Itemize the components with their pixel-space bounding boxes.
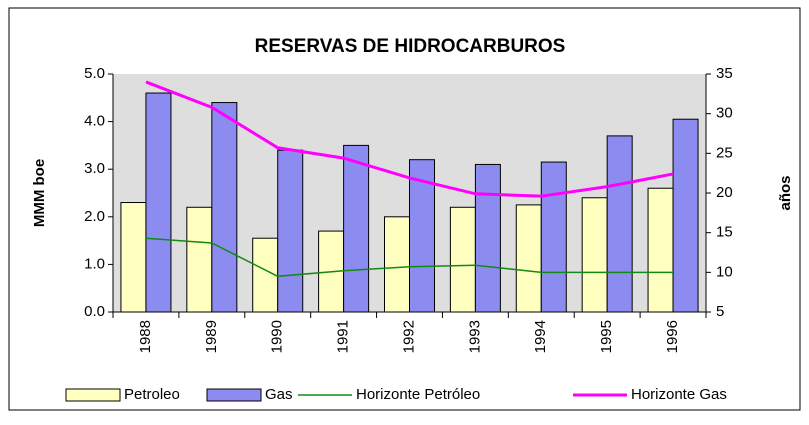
x-tick-label: 1992 bbox=[400, 320, 417, 353]
bar bbox=[540, 161, 567, 313]
bar bbox=[343, 144, 370, 313]
x-tick-label: 1994 bbox=[532, 320, 549, 353]
y2-tick-label: 30 bbox=[716, 105, 733, 122]
bar bbox=[474, 163, 501, 313]
y2-tick-label: 25 bbox=[716, 144, 733, 161]
y-tick-label: 1.0 bbox=[84, 255, 105, 272]
legend-label: Horizonte Petróleo bbox=[356, 386, 480, 403]
legend-label: Horizonte Gas bbox=[631, 386, 727, 403]
x-tick-label: 1990 bbox=[269, 320, 286, 353]
legend-swatch bbox=[65, 388, 121, 402]
bar bbox=[606, 135, 633, 313]
x-tick-label: 1995 bbox=[598, 320, 615, 353]
y-axis-label: MMM boe bbox=[31, 159, 48, 227]
bar bbox=[581, 197, 608, 313]
bar bbox=[120, 202, 147, 313]
bar bbox=[145, 92, 172, 313]
y2-axis-label: años bbox=[777, 175, 794, 210]
bar bbox=[647, 187, 674, 313]
y2-tick-label: 15 bbox=[716, 224, 733, 241]
x-tick-label: 1991 bbox=[335, 320, 352, 353]
bar bbox=[409, 159, 435, 313]
y2-tick-label: 10 bbox=[716, 263, 733, 280]
y-tick-label: 4.0 bbox=[84, 113, 105, 130]
bar bbox=[515, 204, 542, 313]
x-tick-label: 1989 bbox=[203, 320, 220, 353]
y-tick-label: 5.0 bbox=[84, 65, 105, 82]
bar bbox=[384, 216, 410, 313]
x-tick-label: 1993 bbox=[466, 320, 483, 353]
y2-tick-label: 5 bbox=[716, 303, 724, 320]
y-tick-label: 0.0 bbox=[84, 303, 105, 320]
legend-label: Gas bbox=[265, 386, 293, 403]
y-tick-label: 3.0 bbox=[84, 160, 105, 177]
x-tick-label: 1996 bbox=[664, 320, 681, 353]
bar bbox=[186, 206, 213, 313]
bar bbox=[672, 118, 699, 313]
line-series bbox=[145, 80, 674, 198]
bar bbox=[277, 149, 304, 313]
y2-tick-label: 35 bbox=[716, 65, 733, 82]
line-series bbox=[145, 237, 674, 278]
bar bbox=[449, 206, 476, 313]
legend-swatch bbox=[206, 388, 262, 402]
x-tick-label: 1988 bbox=[137, 320, 154, 353]
legend-label: Petroleo bbox=[124, 386, 180, 403]
bar bbox=[211, 102, 238, 313]
chart-title: RESERVAS DE HIDROCARBUROS bbox=[255, 36, 566, 57]
y2-tick-label: 20 bbox=[716, 184, 733, 201]
y-tick-label: 2.0 bbox=[84, 208, 105, 225]
